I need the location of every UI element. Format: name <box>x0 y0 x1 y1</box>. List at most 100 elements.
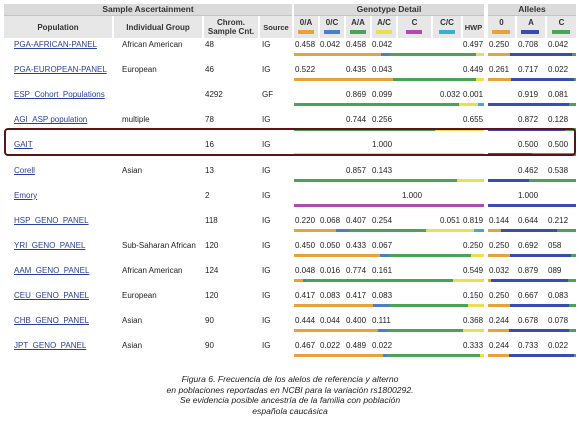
sample-count-cell: 2 <box>205 190 210 200</box>
population-link[interactable]: AGI_ASP population <box>14 115 88 125</box>
genotype-bar-g-0a <box>294 354 383 358</box>
sample-ascertainment-header: Sample Ascertainment <box>4 4 292 16</box>
col-population: Population <box>4 16 112 38</box>
sample-count-cell: 4292 <box>205 90 223 100</box>
genotype-value-hwp: 0.819 <box>463 215 484 225</box>
population-link[interactable]: Corell <box>14 165 35 175</box>
source-cell: IG <box>262 65 271 75</box>
col-genotype-0c: 0/C <box>320 16 344 38</box>
genotype-value-g-c: 1.000 <box>402 190 423 200</box>
allele-bar-a-0 <box>488 53 510 56</box>
genotype-bar-g-ac <box>475 78 484 82</box>
individual-group-cell: European <box>122 65 157 75</box>
genotype-bar-g-ac <box>453 278 484 282</box>
population-link[interactable]: JPT_GENO_PANEL <box>14 341 87 351</box>
swatch-genotype-cc <box>439 30 455 34</box>
genotype-value-hwp: 0.549 <box>463 265 484 275</box>
source-cell: GF <box>262 90 274 100</box>
individual-group-cell: European <box>122 291 157 300</box>
genotype-value-g-aa: 0.869 <box>346 90 367 100</box>
allele-value-a-a: 0.879 <box>518 265 539 275</box>
genotype-bar-g-c <box>294 203 484 207</box>
allele-value-a-a: 1.000 <box>518 190 539 200</box>
population-link[interactable]: CHB_GENO_PANEL <box>14 316 89 326</box>
population-link[interactable]: PGA-AFRICAN-PANEL <box>14 40 97 49</box>
allele-value-a-c: 0.022 <box>548 65 569 75</box>
allele-value-a-0: 0.144 <box>489 215 510 225</box>
genotype-value-g-0c: 0.068 <box>320 215 341 225</box>
allele-bar-a-a <box>509 329 570 333</box>
population-link[interactable]: YRI_GENO_PANEL <box>14 240 86 250</box>
genotype-bar-g-0a <box>294 228 336 232</box>
sample-count-cell: 124 <box>205 265 219 275</box>
allele-value-a-c: 058 <box>548 240 562 250</box>
population-link[interactable]: Emory <box>14 190 38 200</box>
allele-bar-a-0 <box>488 329 510 333</box>
col-genotype-0a: 0/A <box>294 16 318 38</box>
allele-value-a-c: 0.538 <box>548 165 569 175</box>
allele-value-a-0: 0.244 <box>489 341 510 351</box>
genotype-value-g-aa: 0.433 <box>346 240 367 250</box>
genotype-bar-g-0c <box>335 228 349 232</box>
genotype-bar-g-cc <box>474 228 484 232</box>
genotype-value-hwp: 0.150 <box>463 291 484 300</box>
genotype-value-g-ac: 0.254 <box>372 215 393 225</box>
allele-value-a-c: 0.022 <box>548 341 569 351</box>
genotype-value-g-ac: 0.143 <box>372 165 393 175</box>
source-cell: IG <box>262 215 271 225</box>
genotype-value-g-aa: 0.435 <box>346 65 367 75</box>
genotype-value-g-ac: 0.256 <box>372 115 393 125</box>
source-cell: IG <box>262 40 271 49</box>
genotype-bar-g-ac <box>468 304 484 307</box>
genotype-bar-g-ac <box>476 53 484 56</box>
population-link[interactable]: GAIT <box>14 140 33 150</box>
genotype-value-g-0c: 0.044 <box>320 316 341 326</box>
population-link[interactable]: ESP_Cohort_Populations <box>14 90 105 100</box>
genotype-value-g-0a: 0.458 <box>295 40 316 49</box>
allele-bar-a-c <box>569 329 576 333</box>
allele-value-a-a: 0.678 <box>518 316 539 326</box>
allele-bar-a-a <box>490 278 569 282</box>
allele-bar-a-0 <box>488 228 501 232</box>
col-source: Source <box>260 16 292 38</box>
genotype-value-g-cc: 0.032 <box>440 90 461 100</box>
swatch-genotype-ac <box>376 30 392 34</box>
genotype-bar-g-0c <box>381 53 389 56</box>
caption-line-1: Figura 6. Frecuencia de los alelos de re… <box>181 374 399 384</box>
allele-bar-a-a <box>500 228 558 232</box>
population-link[interactable]: PGA-EUROPEAN-PANEL <box>14 65 107 75</box>
allele-value-a-0: 0.261 <box>489 65 510 75</box>
swatch-allele-a <box>521 30 539 34</box>
sample-count-cell: 78 <box>205 115 214 125</box>
col-allele-0: 0 <box>488 16 515 38</box>
caption-line-2: en poblaciones reportadas en NCBI para l… <box>166 384 414 395</box>
population-link[interactable]: AAM_GENO_PANEL <box>14 265 90 275</box>
source-cell: IG <box>262 316 271 326</box>
genotype-value-hwp: 0.250 <box>463 240 484 250</box>
genotype-value-g-0c: 0.050 <box>320 240 341 250</box>
genotype-value-g-0c: 0.016 <box>320 265 341 275</box>
population-link[interactable]: CEU_GENO_PANEL <box>14 291 89 300</box>
sample-count-cell: 16 <box>205 140 214 150</box>
genotype-bar-g-aa <box>389 253 472 257</box>
alleles-header: Alleles <box>488 4 576 16</box>
genotype-value-hwp: 0.655 <box>463 115 484 125</box>
sample-count-cell: 90 <box>205 341 214 351</box>
col-genotype-ac: A/C <box>372 16 396 38</box>
allele-bar-a-c <box>568 278 576 282</box>
genotype-bar-g-ac <box>462 329 484 333</box>
allele-bar-a-a <box>509 354 574 358</box>
allele-bar-a-c <box>572 53 576 56</box>
genotype-value-g-aa: 0.400 <box>346 316 367 326</box>
allele-value-a-a: 0.708 <box>518 40 539 49</box>
allele-value-a-0: 0.250 <box>489 240 510 250</box>
genotype-value-g-0c: 0.042 <box>320 40 341 49</box>
population-link[interactable]: HSP_GENO_PANEL <box>14 215 89 225</box>
allele-bar-a-a <box>510 304 569 307</box>
allele-bar-a-0 <box>488 78 511 82</box>
genotype-value-g-aa: 0.774 <box>346 265 367 275</box>
allele-bar-a-a <box>488 103 569 107</box>
allele-value-a-0: 0.250 <box>489 291 510 300</box>
genotype-value-g-ac: 0.067 <box>372 240 393 250</box>
allele-value-a-a: 0.733 <box>518 341 539 351</box>
